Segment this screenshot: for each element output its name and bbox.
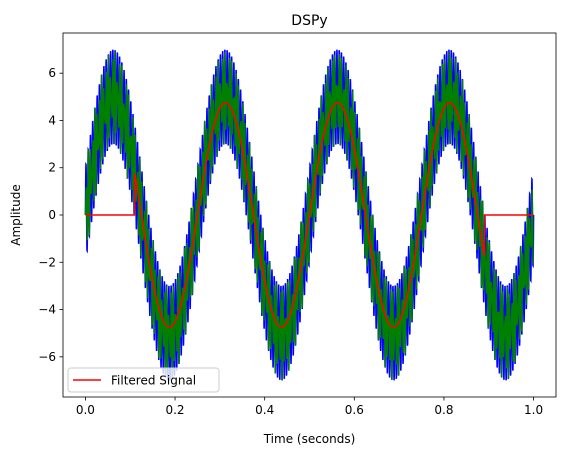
legend-label-filtered: Filtered Signal xyxy=(111,374,196,388)
x-tick-label: 0.0 xyxy=(76,403,95,417)
legend-box xyxy=(67,367,220,393)
y-axis-label: Amplitude xyxy=(9,184,23,246)
legend: Filtered Signal xyxy=(67,367,220,393)
series-filtered-signal xyxy=(85,101,534,329)
x-tick-label: 0.8 xyxy=(434,403,453,417)
x-tick-label: 0.4 xyxy=(255,403,274,417)
y-tick-label: 4 xyxy=(48,113,56,127)
y-tick-label: 0 xyxy=(48,208,56,222)
y-tick-label: 6 xyxy=(48,66,56,80)
y-tick-label: −2 xyxy=(38,255,56,269)
y-tick-label: −4 xyxy=(38,303,56,317)
series-green-signal xyxy=(84,51,534,381)
x-tick-label: 0.2 xyxy=(165,403,184,417)
x-axis-label: Time (seconds) xyxy=(263,432,356,446)
y-tick-label: 2 xyxy=(48,161,56,175)
x-tick-label: 0.6 xyxy=(345,403,364,417)
series-layer xyxy=(84,49,535,381)
y-tick-label: −6 xyxy=(38,350,56,364)
x-axis-ticks: 0.0 0.2 0.4 0.6 0.8 1.0 xyxy=(76,397,543,417)
chart-title: DSPy xyxy=(291,13,327,29)
y-axis-ticks: −6 −4 −2 0 2 4 6 xyxy=(38,66,63,364)
x-tick-label: 1.0 xyxy=(524,403,543,417)
